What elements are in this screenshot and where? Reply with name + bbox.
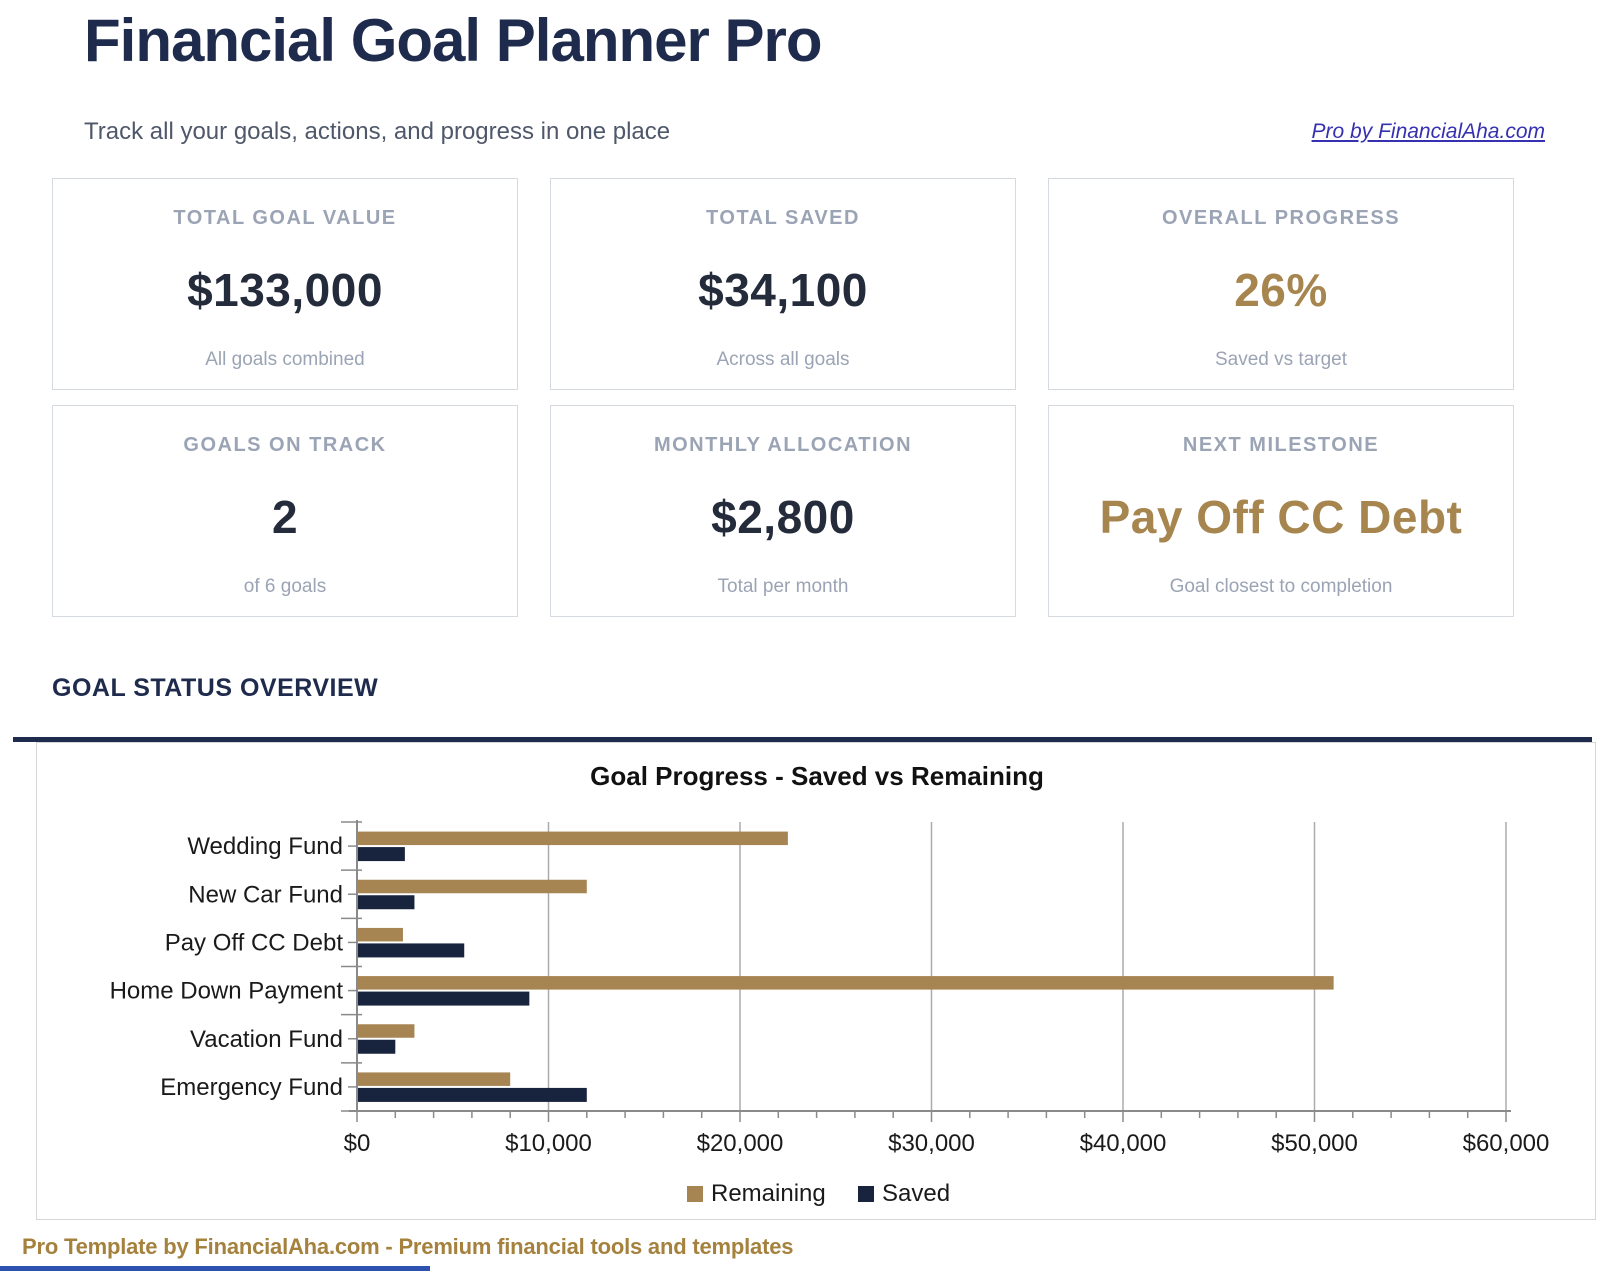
legend-swatch-remaining	[687, 1186, 703, 1202]
summary-cards-grid: TOTAL GOAL VALUE $133,000 All goals comb…	[52, 178, 1514, 617]
bar-remaining	[358, 976, 1334, 990]
card-label: GOALS ON TRACK	[183, 434, 387, 456]
bar-remaining	[358, 1072, 511, 1086]
bar-saved	[358, 943, 465, 958]
section-title-goal-status-overview: GOAL STATUS OVERVIEW	[52, 674, 379, 702]
x-axis-label: $60,000	[1463, 1130, 1550, 1157]
bottom-accent-line	[0, 1266, 430, 1271]
category-label: Wedding Fund	[187, 833, 343, 860]
category-label: Pay Off CC Debt	[165, 929, 344, 956]
goal-progress-chart: Goal Progress - Saved vs Remaining Weddin…	[36, 742, 1596, 1220]
bar-saved	[358, 1039, 396, 1054]
page-title: Financial Goal Planner Pro	[84, 7, 823, 74]
card-total-saved: TOTAL SAVED $34,100 Across all goals	[550, 178, 1016, 390]
card-subtext: Total per month	[717, 575, 849, 597]
bar-saved	[358, 991, 530, 1006]
bar-remaining	[358, 831, 788, 846]
card-subtext: Goal closest to completion	[1169, 575, 1393, 597]
card-label: TOTAL GOAL VALUE	[173, 207, 397, 229]
card-value: 2	[271, 491, 299, 543]
bar-saved	[358, 847, 405, 862]
card-label: NEXT MILESTONE	[1182, 434, 1380, 456]
bar-remaining	[358, 1024, 415, 1038]
card-label: OVERALL PROGRESS	[1161, 207, 1401, 229]
bar-saved	[358, 1087, 587, 1102]
pro-by-financialaha-link[interactable]: Pro by FinancialAha.com	[1311, 120, 1545, 143]
x-axis-label: $0	[344, 1130, 371, 1157]
chart-title: Goal Progress - Saved vs Remaining	[590, 761, 1044, 791]
card-value: 26%	[1234, 264, 1328, 316]
card-subtext: Across all goals	[716, 348, 850, 370]
category-label: Vacation Fund	[190, 1026, 343, 1053]
legend-label-remaining: Remaining	[711, 1180, 826, 1207]
legend-label-saved: Saved	[882, 1180, 950, 1207]
goal-progress-chart-svg: Goal Progress - Saved vs Remaining Weddin…	[110, 761, 1550, 1207]
card-subtext: All goals combined	[205, 348, 365, 370]
card-goals-on-track: GOALS ON TRACK 2 of 6 goals	[52, 405, 518, 617]
footer-branding: Pro Template by FinancialAha.com - Premi…	[22, 1234, 794, 1259]
card-subtext: Saved vs target	[1214, 348, 1348, 370]
card-monthly-allocation: MONTHLY ALLOCATION $2,800 Total per mont…	[550, 405, 1016, 617]
bar-saved	[358, 895, 415, 910]
card-subtext: of 6 goals	[243, 575, 327, 597]
card-value: $2,800	[711, 491, 855, 543]
x-axis-label: $10,000	[505, 1130, 592, 1157]
card-label: MONTHLY ALLOCATION	[653, 434, 913, 456]
x-axis-label: $50,000	[1271, 1130, 1358, 1157]
card-label: TOTAL SAVED	[706, 207, 860, 229]
bar-remaining	[358, 879, 587, 894]
category-label: Home Down Payment	[110, 978, 344, 1005]
card-overall-progress: OVERALL PROGRESS 26% Saved vs target	[1048, 178, 1514, 390]
bar-remaining	[358, 927, 403, 942]
category-label: New Car Fund	[188, 881, 343, 908]
card-value: $34,100	[698, 264, 868, 316]
legend-swatch-saved	[858, 1186, 874, 1202]
card-value: Pay Off CC Debt	[1099, 491, 1463, 543]
page-subtitle: Track all your goals, actions, and progr…	[84, 118, 671, 145]
x-axis-label: $30,000	[888, 1130, 975, 1157]
section-divider	[13, 737, 1592, 742]
category-label: Emergency Fund	[160, 1074, 343, 1101]
card-total-goal-value: TOTAL GOAL VALUE $133,000 All goals comb…	[52, 178, 518, 390]
card-next-milestone: NEXT MILESTONE Pay Off CC Debt Goal clos…	[1048, 405, 1514, 617]
x-axis-label: $20,000	[697, 1130, 784, 1157]
x-axis-label: $40,000	[1080, 1130, 1167, 1157]
card-value: $133,000	[187, 264, 383, 316]
